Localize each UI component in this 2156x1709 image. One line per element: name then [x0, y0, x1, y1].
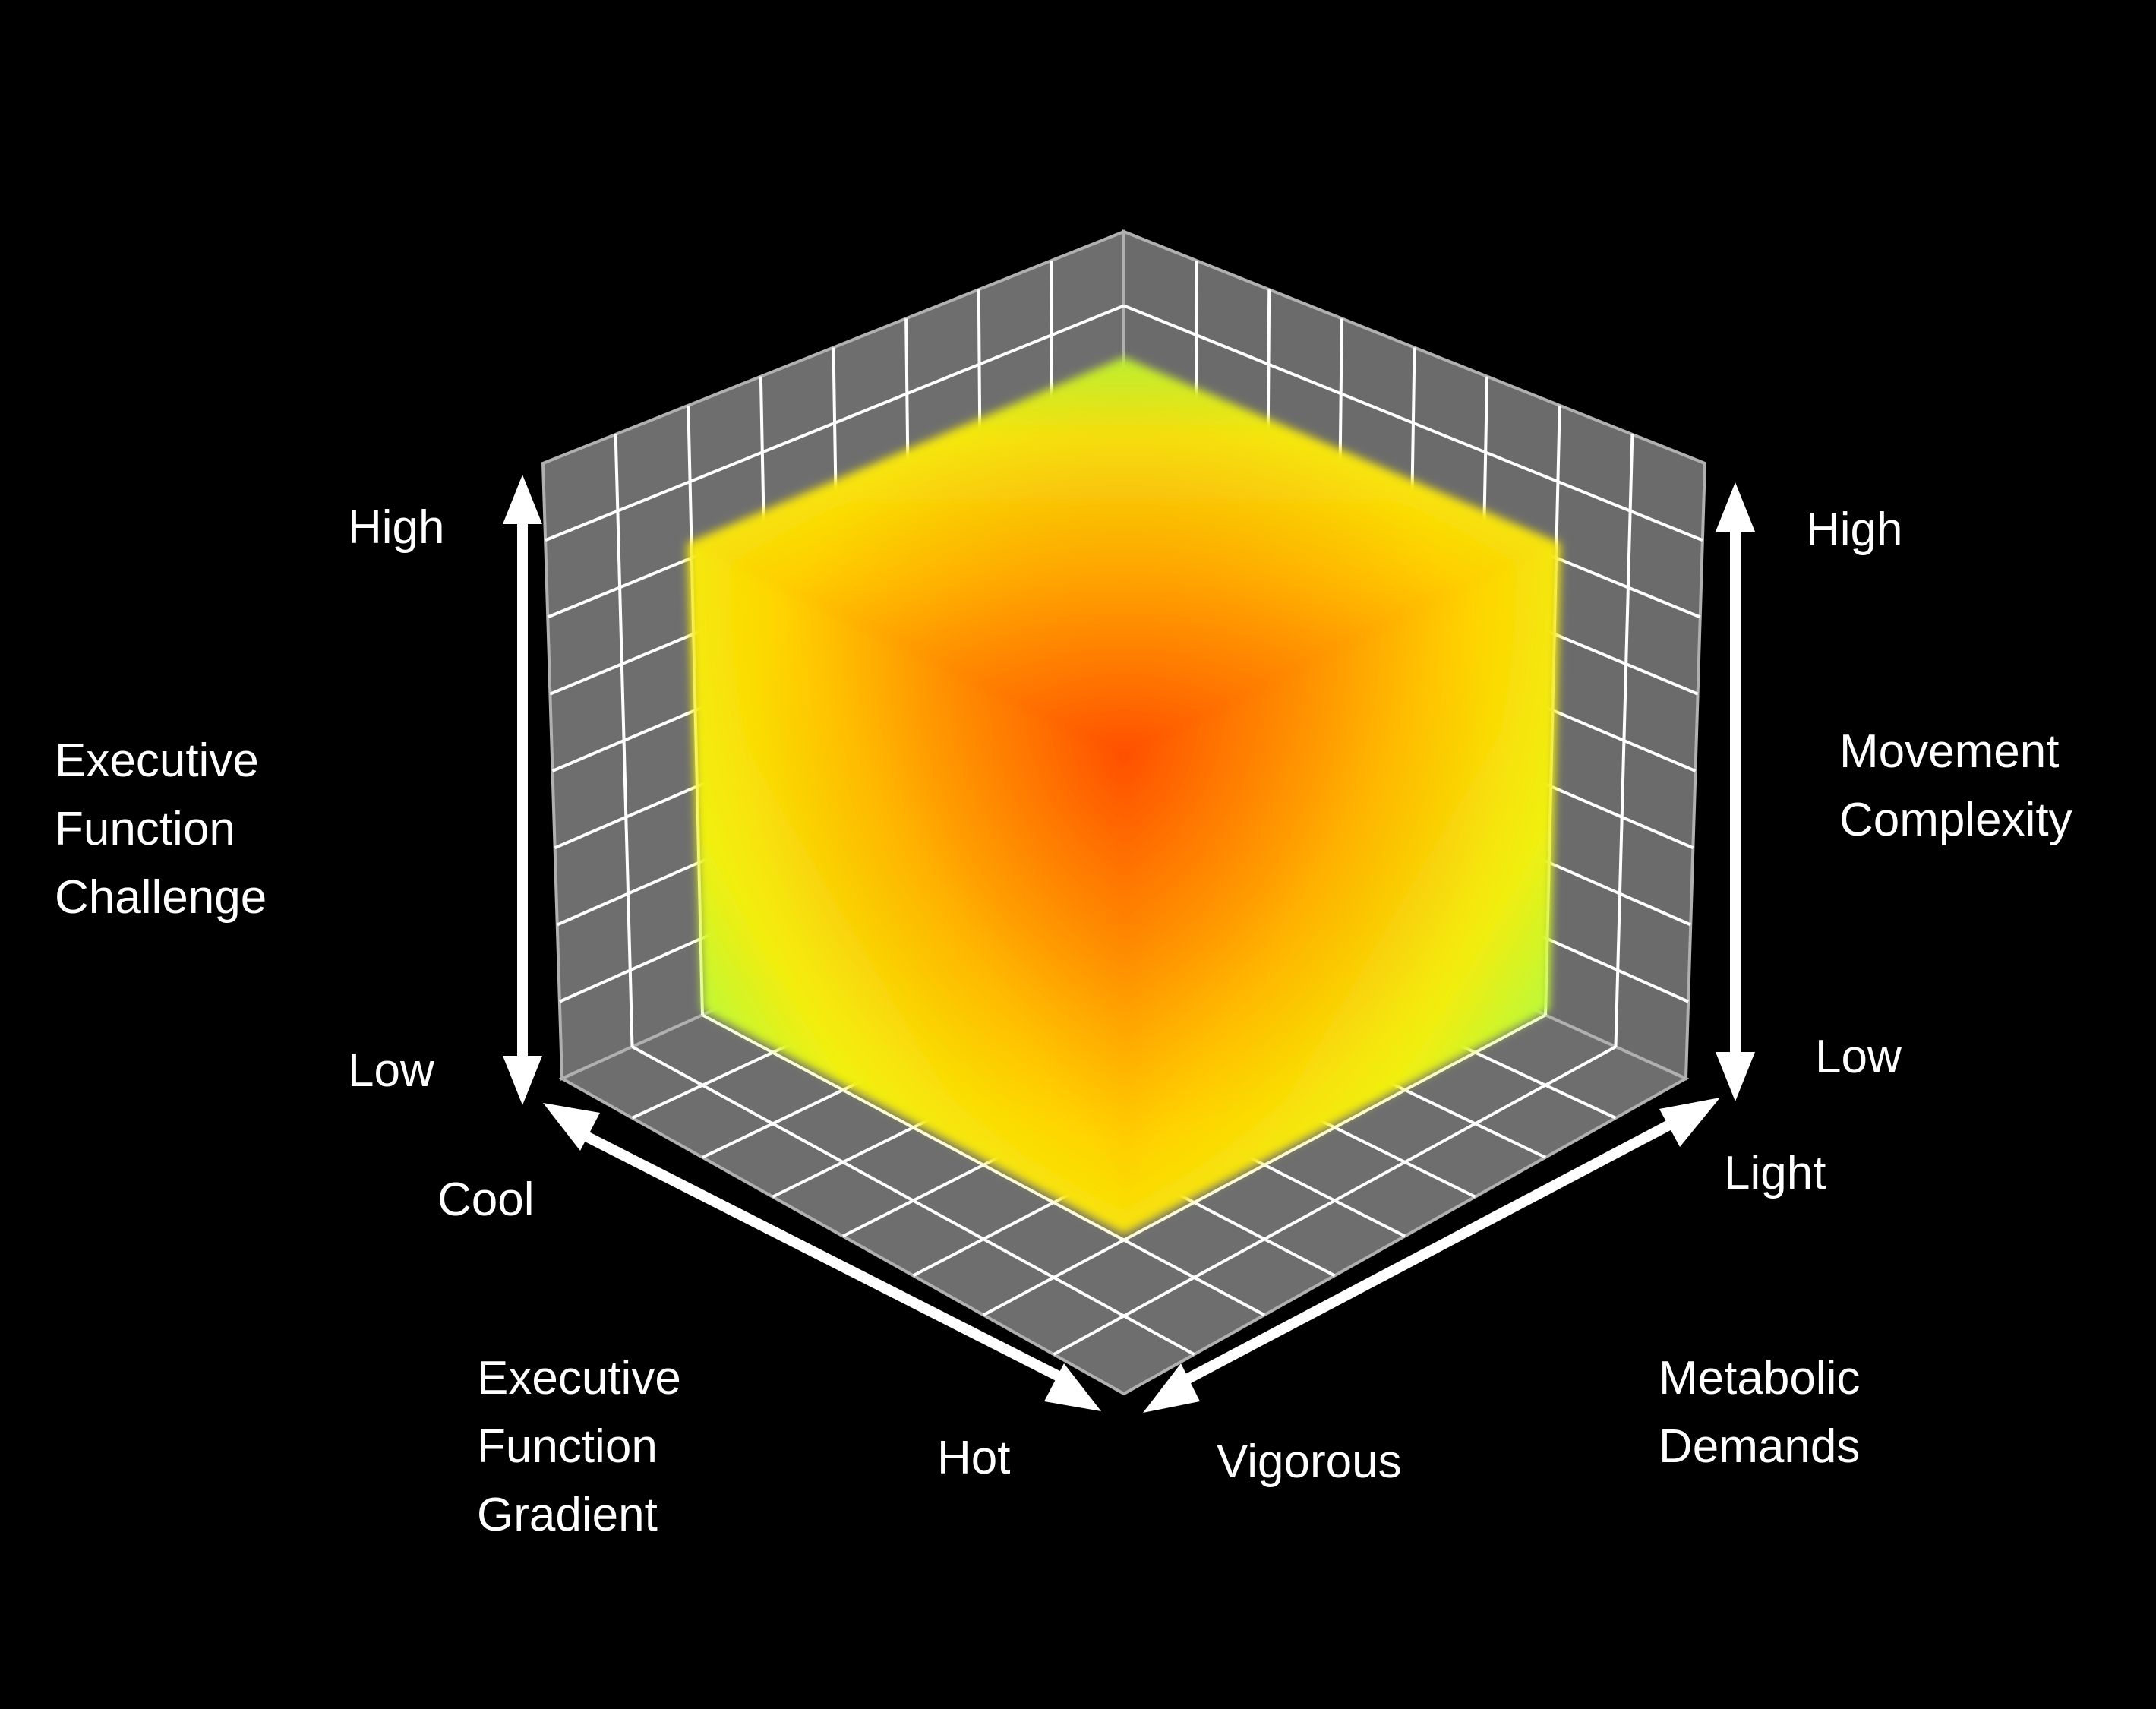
gradient-cube: [687, 357, 1561, 1234]
right-vertical-high-label: High: [1806, 504, 1903, 556]
floor-grid-line: [1053, 1045, 1617, 1356]
right-depth-title-line-2: Demands: [1659, 1420, 1860, 1473]
right-vertical-arrow: [1716, 482, 1755, 1101]
left-vertical-low-label: Low: [348, 1044, 434, 1097]
right-depth-end-label: Vigorous: [1217, 1436, 1402, 1488]
left-vertical-high-label: High: [348, 501, 445, 554]
right-vertical-title-line-2: Complexity: [1839, 794, 2072, 846]
right-vertical-low-label: Low: [1815, 1031, 1902, 1083]
left-depth-title-line-3: Gradient: [477, 1489, 658, 1541]
floor-grid-line: [983, 1013, 1546, 1317]
left-depth-arrow: [543, 1103, 1101, 1411]
axis-arrows: [503, 475, 1755, 1413]
left-depth-end-label: Hot: [937, 1432, 1010, 1484]
axis-labels: High Low Executive Function Challenge Hi…: [55, 501, 2072, 1541]
cube-hot-glow: [687, 357, 1561, 1234]
left-vertical-arrow: [503, 475, 542, 1105]
left-vertical-title-line-2: Function: [55, 803, 235, 855]
left-pane-grid-line: [614, 434, 634, 1047]
right-pane-grid-line: [1614, 434, 1634, 1047]
left-vertical-title-line-1: Executive: [55, 734, 259, 787]
left-depth-title-line-1: Executive: [477, 1352, 681, 1404]
left-vertical-title-line-3: Challenge: [55, 871, 267, 924]
right-depth-arrow: [1143, 1098, 1720, 1413]
right-depth-start-label: Light: [1724, 1147, 1826, 1199]
left-depth-title-line-2: Function: [477, 1420, 658, 1473]
right-depth-title-line-1: Metabolic: [1659, 1352, 1860, 1404]
left-depth-start-label: Cool: [437, 1174, 535, 1226]
right-vertical-title-line-1: Movement: [1839, 725, 2059, 778]
